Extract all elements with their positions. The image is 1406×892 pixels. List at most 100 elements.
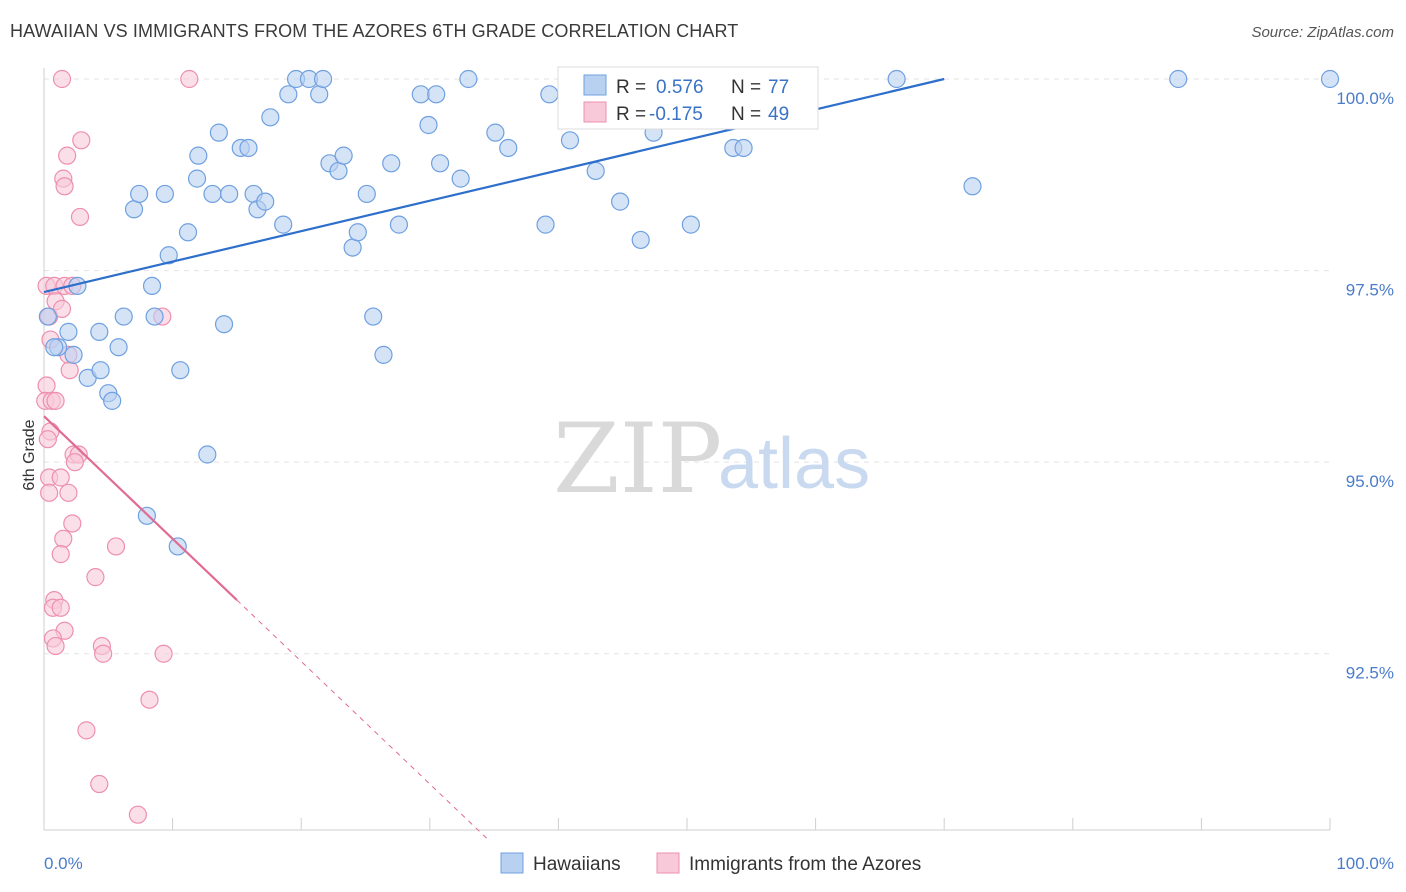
point-azores-6	[70, 207, 90, 227]
legend-swatch-azores	[583, 101, 607, 123]
point-azores-30	[63, 514, 82, 533]
legend-n-label-azores: N =	[731, 104, 761, 125]
point-hawaiians-53	[430, 154, 450, 173]
legend-r-label-azores: R =	[616, 104, 646, 125]
y-tick-label-2: 95.0%	[1346, 472, 1394, 491]
legend-n-value-azores: 49	[768, 104, 789, 125]
point-azores-3	[58, 146, 77, 165]
point-azores-21	[46, 391, 65, 410]
y-tick-labels: 100.0% 97.5% 95.0% 92.5%	[1336, 89, 1394, 683]
point-hawaiians-62	[586, 161, 605, 181]
point-hawaiians-56	[486, 123, 505, 142]
point-azores-1	[180, 69, 199, 89]
point-azores-34	[86, 568, 105, 587]
watermark-zip: ZIP	[553, 403, 722, 515]
point-hawaiians-29	[239, 138, 258, 158]
point-hawaiians-54	[451, 169, 470, 188]
point-hawaiians-43	[343, 238, 362, 257]
legend-r-value-hawaiians: 0.576	[656, 77, 704, 98]
point-hawaiians-61	[560, 131, 580, 150]
point-azores-47	[128, 805, 147, 824]
x-tick-marks	[43, 818, 1331, 830]
point-hawaiians-27	[220, 184, 239, 204]
point-azores-2	[72, 131, 91, 150]
point-hawaiians-63	[611, 192, 630, 211]
bottom-legend-label-hawaiians: Hawaiians	[533, 854, 621, 875]
series-hawaiians-points	[38, 69, 1340, 556]
point-hawaiians-47	[374, 345, 393, 364]
point-azores-17	[60, 361, 79, 380]
point-hawaiians-24	[203, 184, 222, 204]
point-hawaiians-25	[209, 123, 228, 142]
point-hawaiians-33	[261, 108, 280, 127]
trend-line-azores-extension	[236, 599, 490, 841]
point-hawaiians-73	[1169, 69, 1188, 89]
point-azores-37	[51, 598, 70, 617]
point-hawaiians-48	[382, 154, 401, 173]
y-tick-label-0: 100.0%	[1336, 89, 1394, 108]
point-hawaiians-23	[198, 445, 217, 464]
trend-line-azores	[43, 415, 238, 601]
point-hawaiians-32	[256, 192, 275, 211]
point-hawaiians-72	[963, 177, 982, 196]
point-azores-32	[106, 537, 126, 556]
point-azores-42	[94, 644, 113, 663]
point-azores-0	[52, 69, 72, 89]
point-hawaiians-12	[130, 184, 149, 204]
point-hawaiians-69	[734, 138, 753, 158]
point-hawaiians-18	[168, 537, 187, 556]
point-azores-25	[65, 453, 84, 472]
point-hawaiians-38	[310, 85, 329, 104]
legend-r-label-hawaiians: R =	[616, 77, 646, 98]
point-hawaiians-45	[357, 184, 376, 204]
y-tick-label-1: 97.5%	[1346, 281, 1394, 300]
point-azores-28	[40, 483, 59, 502]
point-hawaiians-74	[1320, 69, 1340, 89]
legend-n-value-hawaiians: 77	[768, 77, 789, 98]
legend-swatch-hawaiians	[583, 74, 607, 96]
point-azores-5	[55, 177, 74, 196]
point-hawaiians-67	[681, 215, 700, 234]
series-azores-points	[36, 69, 199, 824]
point-azores-45	[77, 721, 96, 740]
point-azores-18	[37, 376, 56, 395]
point-hawaiians-5	[90, 322, 109, 341]
point-azores-46	[90, 774, 109, 794]
x-tick-label-max: 100.0%	[1336, 854, 1394, 873]
point-hawaiians-55	[459, 69, 478, 89]
point-hawaiians-64	[631, 230, 650, 250]
point-hawaiians-9	[109, 338, 128, 357]
chart-title: HAWAIIAN VS IMMIGRANTS FROM THE AZORES 6…	[10, 21, 739, 41]
bottom-legend-swatch-hawaiians	[500, 852, 524, 874]
point-azores-48	[38, 430, 57, 449]
point-hawaiians-26	[214, 315, 234, 334]
bottom-legend-label-azores: Immigrants from the Azores	[689, 854, 921, 875]
point-azores-43	[154, 644, 173, 663]
point-hawaiians-75	[38, 307, 57, 326]
point-hawaiians-71	[887, 69, 906, 89]
point-hawaiians-35	[279, 85, 298, 104]
legend-r-value-azores: -0.175	[649, 104, 703, 125]
point-azores-13	[52, 299, 72, 318]
point-hawaiians-16	[155, 184, 174, 204]
legend-n-label-hawaiians: N =	[731, 77, 761, 98]
point-hawaiians-59	[540, 85, 559, 104]
point-hawaiians-19	[171, 361, 190, 380]
point-azores-44	[140, 690, 159, 709]
point-hawaiians-6	[91, 361, 110, 380]
point-hawaiians-8	[103, 391, 122, 410]
point-hawaiians-21	[187, 169, 207, 188]
point-hawaiians-52	[427, 85, 446, 104]
point-hawaiians-15	[145, 307, 164, 326]
point-azores-29	[59, 483, 78, 502]
point-hawaiians-57	[499, 138, 518, 158]
point-hawaiians-42	[334, 146, 353, 165]
point-hawaiians-76	[45, 338, 64, 357]
point-hawaiians-46	[364, 307, 383, 326]
point-hawaiians-3	[64, 345, 83, 364]
y-axis-label: 6th Grade	[21, 419, 38, 490]
bottom-legend-swatch-azores	[656, 852, 680, 874]
point-azores-27	[51, 468, 70, 487]
point-azores-40	[46, 636, 65, 656]
